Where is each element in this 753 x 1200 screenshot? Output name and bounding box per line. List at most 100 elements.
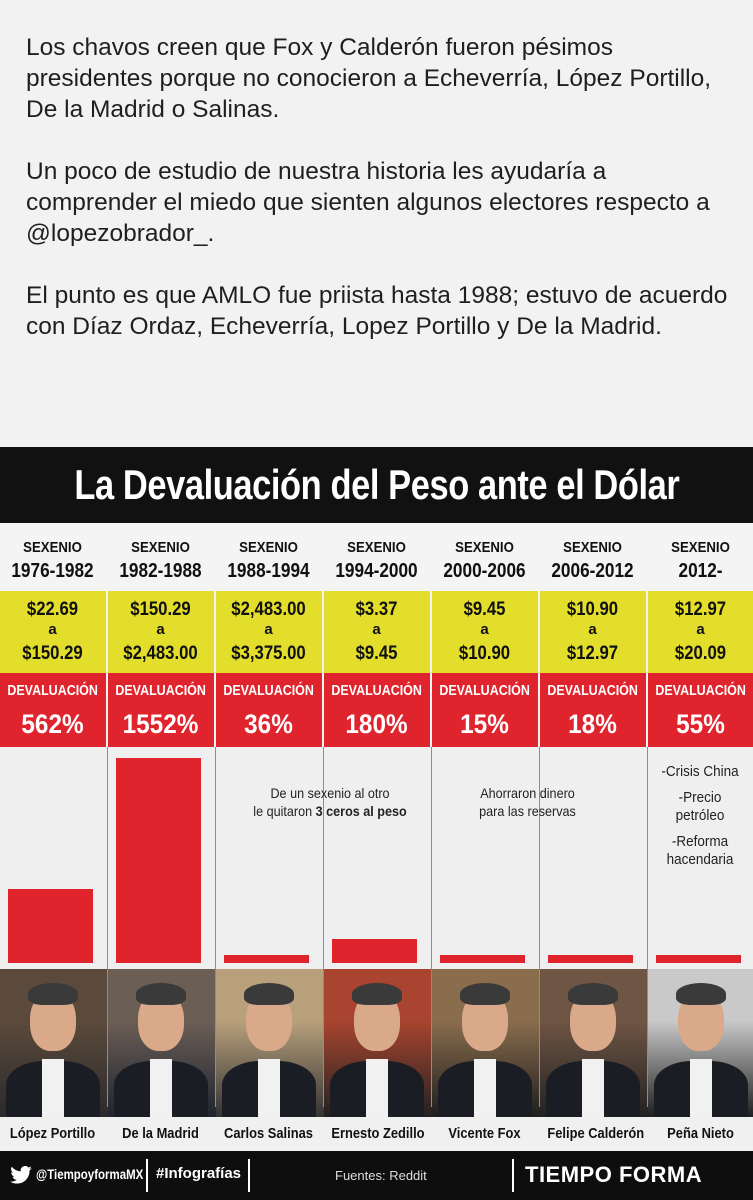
sexenio-label: SEXENIO	[23, 539, 82, 556]
footer-brand-logo: TIEMPO FORMA	[525, 1162, 703, 1187]
president-shirt	[258, 1059, 280, 1117]
sexenio-label: SEXENIO	[671, 539, 730, 556]
president-hair	[352, 983, 402, 1005]
pena-note-line: -Reforma	[671, 833, 729, 850]
sexenio-label: SEXENIO	[347, 539, 406, 556]
post-paragraph-2: Un poco de estudio de nuestra historia l…	[26, 158, 710, 247]
price-to: $20.09	[674, 643, 727, 664]
president-hair	[244, 983, 294, 1005]
column-divider	[106, 523, 108, 747]
price-row	[0, 591, 753, 673]
infographic-footer: @TiempoyformaMX #Infografías Fuentes: Re…	[0, 1151, 753, 1200]
president-photo	[432, 969, 540, 1117]
sexenio-years: 1982-1988	[119, 560, 202, 582]
sexenio-row	[0, 523, 753, 591]
devaluation-bar	[440, 955, 525, 963]
sexenio-label: SEXENIO	[563, 539, 622, 556]
column-divider	[538, 523, 540, 747]
president-shirt	[366, 1059, 388, 1117]
sexenio-years: 2012-	[678, 560, 723, 582]
president-hair	[676, 983, 726, 1005]
price-to: $150.29	[22, 643, 83, 664]
president-name: Felipe Calderón	[547, 1125, 645, 1142]
devaluation-label: DEVALUACIÓN	[115, 683, 206, 699]
president-name: De la Madrid	[122, 1125, 199, 1142]
price-from: $12.97	[674, 599, 727, 620]
price-a-label: a	[372, 621, 381, 638]
sexenio-years: 2000-2006	[443, 560, 526, 582]
president-name: Carlos Salinas	[224, 1125, 313, 1142]
price-a-label: a	[696, 621, 705, 638]
devaluation-percent: 562%	[21, 709, 84, 739]
footer-twitter-handle: @TiempoyformaMX	[36, 1166, 144, 1182]
president-names-row	[0, 1117, 753, 1151]
president-shirt	[150, 1059, 172, 1117]
pena-note-item: -Reforma hacendaria	[655, 833, 745, 869]
president-photo	[216, 969, 324, 1117]
president-name: Peña Nieto	[667, 1125, 734, 1142]
price-from: $3.37	[355, 599, 398, 620]
chart-column-divider	[539, 747, 540, 1107]
price-a-label: a	[480, 621, 489, 638]
devaluation-bar	[116, 758, 201, 963]
pena-note: -Crisis China -Precio petróleo -Reforma hace…	[655, 763, 745, 877]
salinas-note-line-1: De un sexenio al otro	[270, 785, 390, 801]
price-a-label: a	[264, 621, 273, 638]
president-photo	[648, 969, 753, 1117]
chart-column-divider	[107, 747, 108, 1107]
devaluation-bar	[8, 889, 93, 963]
devaluation-percent: 36%	[244, 709, 293, 739]
devaluation-percent: 55%	[676, 709, 725, 739]
devaluation-label: DEVALUACIÓN	[223, 683, 314, 699]
chart-column-divider	[647, 747, 648, 1107]
sexenio-years: 1976-1982	[11, 560, 94, 582]
footer-hashtag: #Infografías	[156, 1165, 242, 1182]
president-shirt	[690, 1059, 712, 1117]
devaluation-row	[0, 673, 753, 747]
column-divider	[430, 523, 432, 747]
sexenio-years: 1994-2000	[335, 560, 418, 582]
price-to: $10.90	[458, 643, 511, 664]
column-divider	[322, 523, 324, 747]
sexenio-years: 1988-1994	[227, 560, 310, 582]
column-divider	[214, 523, 216, 747]
twitter-bird-icon	[10, 1166, 32, 1184]
price-from: $22.69	[26, 599, 79, 620]
price-from: $9.45	[463, 599, 506, 620]
salinas-note-pre: le quitaron	[253, 803, 316, 819]
price-from: $150.29	[130, 599, 191, 620]
devaluation-percent: 15%	[460, 709, 509, 739]
price-to: $9.45	[355, 643, 398, 664]
devaluation-percent: 180%	[345, 709, 408, 739]
sexenio-label: SEXENIO	[239, 539, 298, 556]
pena-note-item: -Precio petróleo	[655, 789, 745, 825]
chart-column-divider	[431, 747, 432, 1107]
pena-note-line: petróleo	[675, 807, 725, 824]
devaluation-chart	[0, 747, 753, 969]
sexenio-years: 2006-2012	[551, 560, 634, 582]
price-from: $2,483.00	[231, 599, 306, 620]
price-from: $10.90	[566, 599, 619, 620]
devaluation-bar	[224, 955, 309, 963]
column-divider	[646, 523, 648, 747]
chart-column-divider	[215, 747, 216, 1107]
post-paragraph-3: El punto es que AMLO fue priista hasta 1…	[26, 282, 728, 340]
price-to: $3,375.00	[231, 643, 306, 664]
devaluation-bar	[332, 939, 417, 963]
infographic-title: La Devaluación del Peso ante el Dólar	[74, 461, 679, 508]
pena-note-line: -Precio	[678, 789, 722, 806]
footer-separator	[146, 1159, 148, 1192]
president-photo	[324, 969, 432, 1117]
president-name: Vicente Fox	[448, 1125, 521, 1142]
pena-note-line: -Crisis China	[661, 763, 739, 780]
fox-note: Ahorraron dinero para las reservas	[449, 784, 607, 820]
post-body: Los chavos creen que Fox y Calderón fuer…	[26, 32, 736, 342]
salinas-note: De un sexenio al otro le quitaron 3 ceros…	[240, 784, 420, 820]
infographic-image[interactable]: La Devaluación del Peso ante el Dólar SE…	[0, 447, 753, 1200]
devaluation-percent: 18%	[568, 709, 617, 739]
devaluation-bar	[548, 955, 633, 963]
devaluation-label: DEVALUACIÓN	[655, 683, 746, 699]
president-photo	[0, 969, 108, 1117]
footer-source: Fuentes: Reddit	[335, 1168, 427, 1183]
pena-note-item: -Crisis China	[655, 763, 745, 781]
